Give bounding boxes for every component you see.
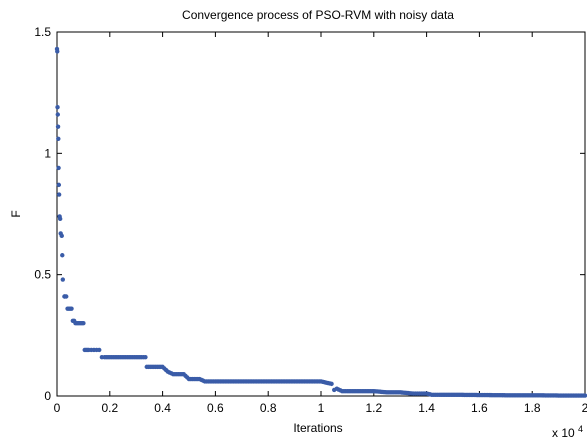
data-point: [55, 124, 61, 129]
x-tick-label: 1.6: [471, 401, 488, 415]
x-axis-label: Iterations: [293, 421, 342, 435]
x-tick-label: 1: [318, 401, 325, 415]
x-tick-label: 0.4: [154, 401, 171, 415]
x-tick-label: 0.2: [101, 401, 118, 415]
chart-title: Convergence process of PSO-RVM with nois…: [182, 8, 454, 22]
data-point: [55, 112, 60, 117]
y-tick-label: 1.5: [34, 25, 51, 39]
data-point: [55, 105, 60, 110]
data-point: [81, 321, 86, 326]
data-point: [56, 165, 61, 171]
x-tick-label: 1.4: [418, 401, 435, 415]
data-point: [57, 216, 63, 222]
x-axis-ticks: 0 0.2 0.4 0.6 0.8 1 1.2 1.4 1.6 1.8 2: [54, 32, 587, 415]
x-axis-multiplier-exponent: 4: [578, 424, 583, 434]
x-tick-label: 0: [54, 401, 61, 415]
data-point: [56, 182, 62, 188]
x-axis-multiplier: x 10 4: [552, 424, 583, 440]
data-point: [64, 294, 69, 299]
data-point: [55, 49, 60, 54]
x-tick-label: 1.2: [365, 401, 382, 415]
y-tick-label: 0.5: [34, 268, 51, 282]
data-point: [59, 233, 64, 239]
data-point: [60, 277, 66, 282]
y-axis-label: F: [9, 210, 23, 217]
data-point: [582, 393, 587, 398]
data-point: [56, 136, 61, 141]
y-tick-label: 0: [44, 389, 51, 403]
data-point: [329, 381, 334, 387]
data-point: [97, 347, 102, 353]
data-points: [54, 46, 587, 398]
y-tick-label: 1: [44, 146, 51, 160]
data-point: [143, 354, 148, 360]
x-axis-multiplier-base: x 10: [552, 426, 575, 440]
data-point: [60, 253, 65, 258]
x-tick-label: 0.8: [260, 401, 277, 415]
x-tick-label: 1.8: [524, 401, 541, 415]
x-tick-label: 0.6: [207, 401, 224, 415]
x-tick-label: 2: [582, 401, 587, 415]
data-point: [69, 306, 74, 311]
plot-area: [56, 31, 586, 397]
data-point: [56, 192, 62, 197]
